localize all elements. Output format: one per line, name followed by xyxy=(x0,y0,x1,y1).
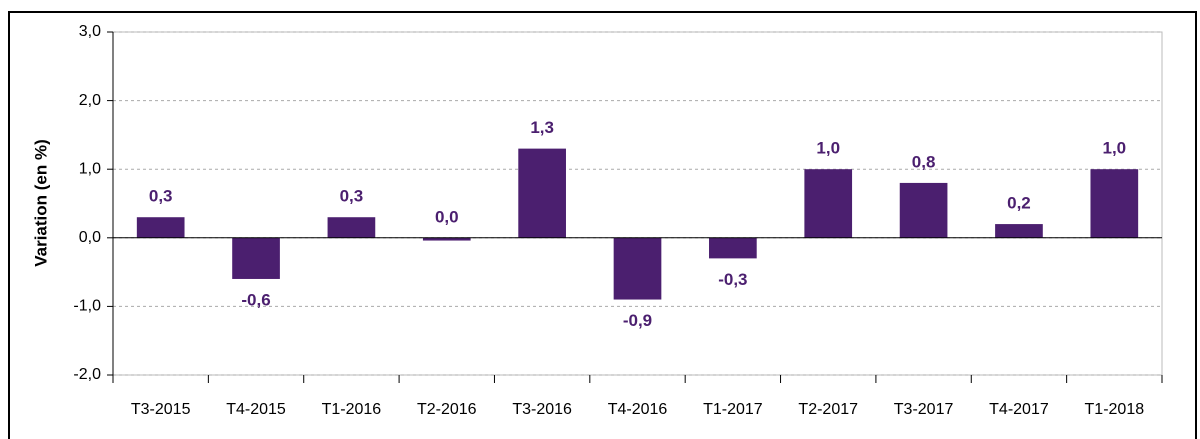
x-tick-label: T3-2015 xyxy=(131,401,191,418)
value-label: 1,0 xyxy=(1102,139,1126,158)
x-tick-label: T1-2018 xyxy=(1085,401,1145,418)
bar xyxy=(232,237,280,279)
y-tick-label: 1,0 xyxy=(79,160,101,177)
value-label: 0,3 xyxy=(149,187,173,206)
x-tick-label: T4-2015 xyxy=(226,401,286,418)
bar xyxy=(613,237,662,300)
value-label: 0,3 xyxy=(340,187,364,206)
bar xyxy=(327,217,376,238)
x-tick-label: T2-2017 xyxy=(798,401,858,418)
y-axis-label: Variation (en %) xyxy=(31,139,50,267)
x-tick-label: T4-2017 xyxy=(989,401,1049,418)
y-tick-label: -1,0 xyxy=(73,298,101,315)
y-tick-label: 0,0 xyxy=(79,229,101,246)
bar xyxy=(1090,169,1139,238)
bar xyxy=(518,148,566,238)
value-label: 0,2 xyxy=(1007,194,1031,213)
x-tick-label: T2-2016 xyxy=(417,401,477,418)
value-label: -0,3 xyxy=(718,270,747,289)
frame xyxy=(8,11,1197,439)
bar xyxy=(804,169,853,238)
x-tick-label: T1-2016 xyxy=(322,401,382,418)
value-label: 0,8 xyxy=(912,152,936,171)
value-label: -0,9 xyxy=(623,311,652,330)
x-tick-label: T3-2016 xyxy=(512,401,572,418)
y-tick-label: -2,0 xyxy=(73,366,101,383)
bar xyxy=(422,237,471,241)
value-label: 1,3 xyxy=(530,118,554,137)
value-label: 0,0 xyxy=(435,207,459,226)
y-tick-label: 2,0 xyxy=(79,92,101,109)
bar xyxy=(709,237,757,259)
x-tick-label: T4-2016 xyxy=(608,401,668,418)
value-label: -0,6 xyxy=(241,290,270,309)
y-tick-label: 3,0 xyxy=(79,23,101,40)
bar xyxy=(136,217,185,238)
x-tick-label: T1-2017 xyxy=(703,401,763,418)
bar xyxy=(899,182,948,238)
x-tick-label: T3-2017 xyxy=(894,401,954,418)
bar xyxy=(995,224,1043,238)
value-label: 1,0 xyxy=(816,139,840,158)
